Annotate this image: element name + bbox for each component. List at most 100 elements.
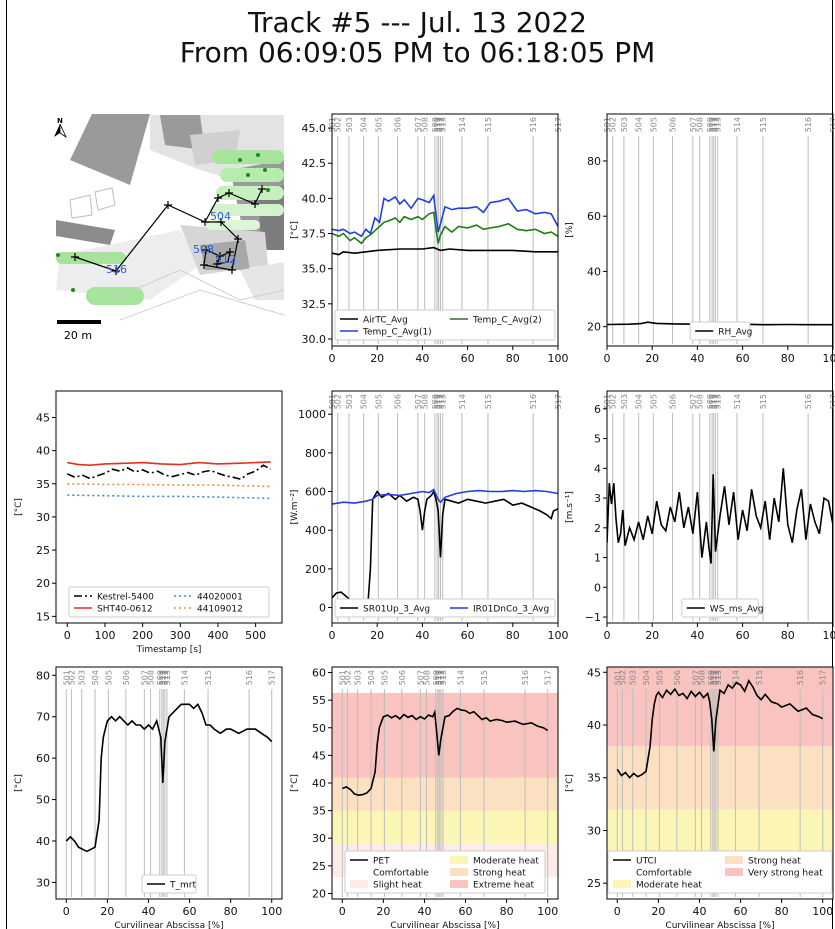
station-label: 517 bbox=[829, 117, 835, 132]
x-tick-label: 40 bbox=[692, 905, 706, 918]
legend: SR01Up_3_Avg IR01DnCo_3_Avg bbox=[334, 598, 556, 618]
station-label: 505 bbox=[374, 117, 383, 132]
series-line-kestrel-5400 bbox=[66, 464, 272, 481]
station-label: 508 bbox=[696, 117, 705, 132]
map-background bbox=[56, 114, 285, 346]
y-tick-label: 30 bbox=[312, 832, 326, 845]
x-tick-label: 20 bbox=[645, 629, 659, 642]
series-line-utci bbox=[616, 678, 824, 779]
station-label: 511 bbox=[159, 670, 168, 685]
y-tick-label: 20 bbox=[587, 321, 601, 334]
map-point-labels: 504 508 512 516 bbox=[106, 210, 236, 276]
legend-box bbox=[68, 586, 270, 618]
y-tick-label: 1 bbox=[594, 552, 601, 565]
station-label: 512 bbox=[712, 670, 721, 685]
y-tick-label: 1000 bbox=[298, 408, 326, 421]
y-tick-label: 800 bbox=[305, 447, 326, 460]
legend-label: Strong heat bbox=[748, 857, 801, 867]
station-label: 512 bbox=[711, 117, 720, 132]
station-label: 503 bbox=[620, 394, 629, 409]
legend-patch-swatch bbox=[450, 856, 468, 864]
station-label: 503 bbox=[354, 670, 363, 685]
station-label: 515 bbox=[480, 670, 489, 685]
y-tick-label: 35 bbox=[587, 772, 601, 785]
station-label: 512 bbox=[436, 394, 445, 409]
y-tick-label: 45 bbox=[312, 749, 326, 762]
legend-label: 44020001 bbox=[197, 593, 243, 603]
legend-label: Kestrel-5400 bbox=[97, 593, 154, 603]
x-tick-label: 40 bbox=[141, 905, 155, 918]
station-label: 508 bbox=[698, 670, 707, 685]
station-label: 516 bbox=[529, 394, 538, 409]
y-tick-label: 70 bbox=[36, 711, 50, 724]
band-moderate-heat bbox=[332, 810, 558, 844]
station-label: 510 bbox=[433, 117, 442, 132]
x-tick-label: 80 bbox=[224, 905, 238, 918]
station-label: 516 bbox=[245, 670, 254, 685]
plot-frame bbox=[331, 390, 559, 624]
plot-frame bbox=[55, 390, 283, 624]
map-label-504: 504 bbox=[210, 210, 231, 223]
y-axis-label: [°C] bbox=[14, 498, 24, 516]
series-line-pet bbox=[342, 707, 549, 797]
station-label: 505 bbox=[374, 394, 383, 409]
station-label: 507 bbox=[414, 117, 423, 132]
station-label: 502 bbox=[609, 394, 618, 409]
station-label: 514 bbox=[733, 117, 742, 132]
y-axis-label: [°C] bbox=[14, 774, 24, 792]
station-label: 502 bbox=[343, 670, 352, 685]
y-tick-label: 60 bbox=[312, 667, 326, 680]
legend-box bbox=[689, 321, 751, 341]
x-axis-label: Curvilinear Abscissa [%] bbox=[114, 921, 223, 929]
y-tick-label: 35.0 bbox=[302, 263, 327, 276]
plot-frame bbox=[331, 113, 559, 347]
y-tick-label: 15 bbox=[36, 610, 50, 623]
legend-box bbox=[681, 598, 759, 618]
plot-frame bbox=[606, 113, 834, 347]
y-tick-label: 40 bbox=[312, 777, 326, 790]
band-strong-heat bbox=[332, 777, 558, 811]
map-scale-bar: 20 m bbox=[57, 320, 101, 342]
x-tick-label: 40 bbox=[417, 905, 431, 918]
chart-kestrel: 15 20 25 30 35 40 45 0 100 200 300 400 500 [°C] Timest… bbox=[14, 390, 283, 655]
legend: RH_Avg bbox=[689, 321, 752, 341]
x-tick-label: 0 bbox=[64, 629, 71, 642]
legend-label: Extreme heat bbox=[473, 881, 535, 891]
x-tick-label: 0 bbox=[329, 352, 336, 365]
station-label: 516 bbox=[796, 670, 805, 685]
station-label: 513 bbox=[714, 670, 723, 685]
legend-label: 44109012 bbox=[197, 605, 243, 615]
station-label: 512 bbox=[437, 670, 446, 685]
series-line-temp-c-avg-1- bbox=[332, 193, 558, 238]
station-label: 511 bbox=[710, 117, 719, 132]
x-tick-label: 0 bbox=[604, 629, 611, 642]
y-tick-label: 4 bbox=[594, 462, 601, 475]
x-tick-label: 100 bbox=[261, 905, 282, 918]
station-label: 508 bbox=[696, 394, 705, 409]
y-tick-label: 20 bbox=[36, 577, 50, 590]
station-label: 509 bbox=[431, 394, 440, 409]
station-label: 503 bbox=[345, 394, 354, 409]
x-tick-label: 400 bbox=[207, 629, 228, 642]
x-tick-label: 100 bbox=[548, 352, 569, 365]
station-label: 504 bbox=[642, 670, 651, 685]
y-tick-label: 32.5 bbox=[302, 298, 327, 311]
legend: Kestrel-5400 SHT40-0612 44020001 44109012 bbox=[68, 586, 270, 618]
x-tick-label: 100 bbox=[823, 352, 835, 365]
x-tick-label: 0 bbox=[339, 905, 346, 918]
legend-label: PET bbox=[373, 857, 390, 867]
y-tick-label: 40 bbox=[36, 835, 50, 848]
station-label: 510 bbox=[434, 670, 443, 685]
station-label: 510 bbox=[708, 394, 717, 409]
station-label: 506 bbox=[669, 117, 678, 132]
station-label: 507 bbox=[691, 670, 700, 685]
x-tick-label: 20 bbox=[376, 905, 390, 918]
station-label: 512 bbox=[161, 670, 170, 685]
station-label: 509 bbox=[706, 394, 715, 409]
map-label-512: 512 bbox=[215, 253, 236, 266]
station-label: 507 bbox=[689, 117, 698, 132]
series-line-t-mrt bbox=[65, 702, 273, 853]
